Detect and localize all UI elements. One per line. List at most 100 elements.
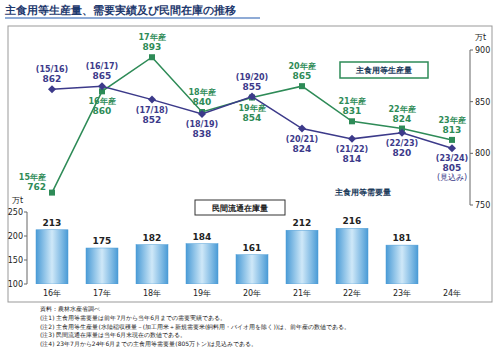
x-tick-label: 17年 (93, 289, 111, 298)
point-value: 852 (143, 115, 162, 125)
note: (注1) 主食用等需要量は前年7月から当年6月までの需要実績である。 (40, 314, 226, 322)
point-value: 813 (443, 125, 462, 135)
point-label: (22/23) (386, 139, 419, 148)
bar (186, 244, 218, 284)
point-value: 865 (93, 71, 112, 81)
marker (449, 137, 455, 143)
bar (286, 230, 318, 284)
bar-label: 175 (93, 236, 112, 246)
x-tick-label: 23年 (393, 289, 411, 298)
point-note: (見込み) (437, 173, 467, 182)
marker (398, 129, 406, 137)
point-value: 762 (27, 182, 46, 192)
x-tick-label: 22年 (343, 289, 361, 298)
point-label: 15年産 (19, 172, 46, 182)
point-value: 831 (343, 106, 362, 116)
y-axis-label: 万t (12, 196, 23, 205)
y2-tick-label: 800 (475, 149, 490, 158)
point-label: (19/20) (236, 73, 269, 82)
point-value: 893 (143, 42, 162, 52)
bar-label: 181 (393, 233, 412, 243)
marker (349, 118, 355, 124)
legend-label: 主食用等生産量 (355, 65, 412, 75)
marker (198, 110, 206, 118)
marker (348, 135, 356, 143)
y2-axis (470, 50, 471, 205)
bar (386, 245, 418, 284)
y-tick (24, 236, 27, 237)
bar (336, 228, 368, 284)
legend-box (340, 62, 428, 78)
y-axis (27, 212, 28, 284)
marker (48, 85, 56, 93)
y2-tick-label: 900 (475, 46, 490, 55)
y-tick-label: 250 (8, 208, 23, 217)
y-tick (24, 212, 27, 213)
point-label: 20年産 (288, 61, 315, 71)
note: (注4) 23年7月から24年6月までの主食用等需要量(805万トン)は見込みで… (40, 340, 257, 348)
y-tick-label: 200 (8, 232, 23, 241)
y2-tick (470, 101, 473, 102)
point-label: 23年産 (438, 115, 465, 125)
lines (48, 54, 456, 195)
marker (248, 93, 256, 101)
point-label: 21年産 (338, 96, 365, 106)
point-value: 865 (293, 71, 312, 81)
title: 主食用等生産量、需要実績及び民間在庫の推移 (4, 4, 236, 17)
y-tick-label: 100 (8, 280, 23, 289)
point-label: (16/17) (86, 62, 119, 71)
point-label: 18年産 (188, 87, 215, 97)
marker (98, 82, 106, 90)
legend-label: 民間流通在庫量 (212, 203, 268, 213)
point-label: (18/19) (186, 120, 219, 129)
point-label: (15/16) (36, 65, 69, 74)
line (52, 57, 452, 192)
x-tick-label: 18年 (143, 289, 161, 298)
bar (86, 248, 118, 284)
x-tick-label: 24年 (443, 289, 461, 298)
bar-label: 184 (193, 232, 212, 242)
point-value: 840 (193, 97, 212, 107)
marker (148, 96, 156, 104)
x-tick-label: 19年 (193, 289, 211, 298)
line (52, 86, 452, 148)
y2-tick (470, 50, 473, 51)
point-value: 824 (393, 114, 412, 124)
y2-axis-label: 万t (475, 33, 486, 42)
point-value: 854 (243, 113, 262, 123)
marker (49, 190, 55, 196)
point-label: (21/22) (336, 145, 369, 154)
bars (36, 228, 418, 284)
bar (236, 255, 268, 284)
point-value: 824 (293, 144, 312, 154)
y2-tick (470, 153, 473, 154)
point-value: 814 (343, 154, 362, 164)
y-tick (24, 284, 27, 285)
bar (136, 245, 168, 284)
point-label: (17/18) (136, 106, 169, 115)
chart: 主食用等生産量、需要実績及び民間在庫の推移 100 150 200 250 万t 750 80… (0, 0, 500, 355)
point-label: (23/24) (436, 154, 469, 163)
x-tick-label: 16年 (43, 289, 61, 298)
y2-tick-label: 850 (475, 98, 490, 107)
y-tick-label: 150 (8, 256, 23, 265)
bar-label: 161 (243, 243, 262, 253)
note: (注3) 民間流通在庫量は当年6月末現在の数値である。 (40, 331, 186, 339)
y2-tick (470, 205, 473, 206)
point-value: 855 (243, 82, 262, 92)
source: 資料：農林水産省調べ (40, 305, 100, 313)
point-value: 805 (443, 163, 462, 173)
point-label: 22年産 (388, 104, 415, 114)
marker (448, 144, 456, 152)
y-tick (24, 260, 27, 261)
bar-label: 182 (143, 233, 162, 243)
point-label: (20/21) (286, 135, 319, 144)
bar-label: 213 (43, 218, 62, 228)
marker (149, 54, 155, 60)
point-value: 838 (193, 129, 212, 139)
point-label: 17年産 (138, 32, 165, 42)
legend-box (195, 200, 285, 215)
y2-tick-label: 750 (475, 201, 490, 210)
point-label: 19年産 (238, 103, 265, 113)
bar-label: 216 (343, 216, 362, 226)
